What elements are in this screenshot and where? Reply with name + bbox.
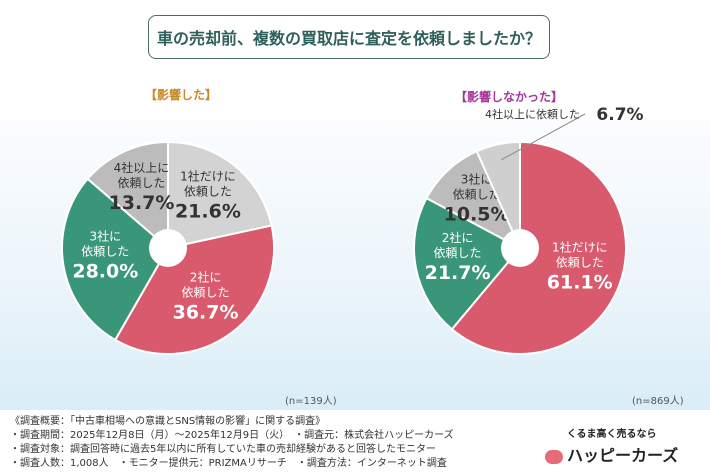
footer-line: ・調査期間：2025年12月8日（月）～2025年12月9日（火） ・調査元：株… — [10, 430, 454, 441]
slice-category-label: 依頼した — [81, 244, 129, 259]
slice-category-label: 依頼した — [117, 175, 165, 190]
logo-brand: ハッピーカーズ — [567, 446, 679, 465]
slice-category-label: 2社に — [442, 230, 474, 245]
pie-title-right: 【影響しなかった】 — [455, 90, 564, 104]
pie-slice — [61, 177, 170, 342]
slice-value-label: 13.7% — [109, 192, 175, 214]
footer-line: ・調査人数：1,008人 ・モニター提供元：PRIZMAリサーチ ・調査方法：イ… — [10, 458, 447, 469]
slice-value-label: 6.7% — [596, 105, 643, 125]
slice-category-label: 1社だけに — [180, 168, 236, 183]
pie-slice — [86, 140, 169, 251]
slice-value-label: 61.1% — [547, 272, 613, 294]
slice-value-label: 36.7% — [173, 301, 239, 323]
slice-category-label: 依頼した — [184, 183, 232, 198]
sample-size-right: (n=869人) — [632, 396, 684, 407]
slice-category-label: 依頼した — [434, 245, 482, 260]
slice-category-label: 2社に — [190, 269, 222, 284]
slice-category-label: 3社に — [461, 172, 493, 187]
slice-category-label: 依頼した — [556, 255, 604, 270]
sample-size-left: (n=139人) — [285, 396, 337, 407]
slice-category-label: 4社以上に — [114, 160, 170, 175]
pie-slice — [413, 196, 522, 331]
footer-line: ・調査対象：調査回答時に過去5年以内に所有していた車の売却経験があると回答したモ… — [10, 444, 437, 455]
chart-question-title: 車の売却前、複数の買取店に査定を依頼しましたか？ — [148, 15, 550, 59]
slice-value-label: 21.7% — [425, 262, 491, 284]
pie-slice — [475, 140, 521, 249]
pie-slice — [167, 140, 273, 250]
slice-category-label: 依頼した — [182, 284, 230, 299]
pie-slice — [113, 224, 275, 355]
slice-category-label: 1社だけに — [552, 240, 608, 255]
survey-footer: 《調査概要：「中古車相場への意識とSNS情報の影響」に関する調査》 ・調査期間：… — [10, 415, 454, 471]
leader-line — [500, 113, 586, 161]
slice-category-label: 4社以上に依頼した — [485, 107, 580, 121]
elephant-icon — [545, 449, 563, 464]
slice-value-label: 28.0% — [72, 261, 138, 283]
slice-category-label: 3社に — [89, 229, 121, 244]
slice-value-label: 21.6% — [175, 200, 241, 222]
pie-hole — [149, 229, 187, 267]
slice-value-label: 10.5% — [444, 204, 510, 226]
pie-hole — [501, 229, 539, 267]
logo-tagline: くるま高く売るなら — [566, 429, 657, 440]
slice-category-label: 依頼した — [453, 187, 501, 202]
footer-line: 《調査概要：「中古車相場への意識とSNS情報の影響」に関する調査》 — [10, 416, 326, 427]
brand-logo: くるま高く売るなら ハッピーカーズ — [545, 425, 678, 466]
pie-slice — [425, 149, 523, 251]
pie-title-left: 【影響した】 — [145, 88, 218, 102]
